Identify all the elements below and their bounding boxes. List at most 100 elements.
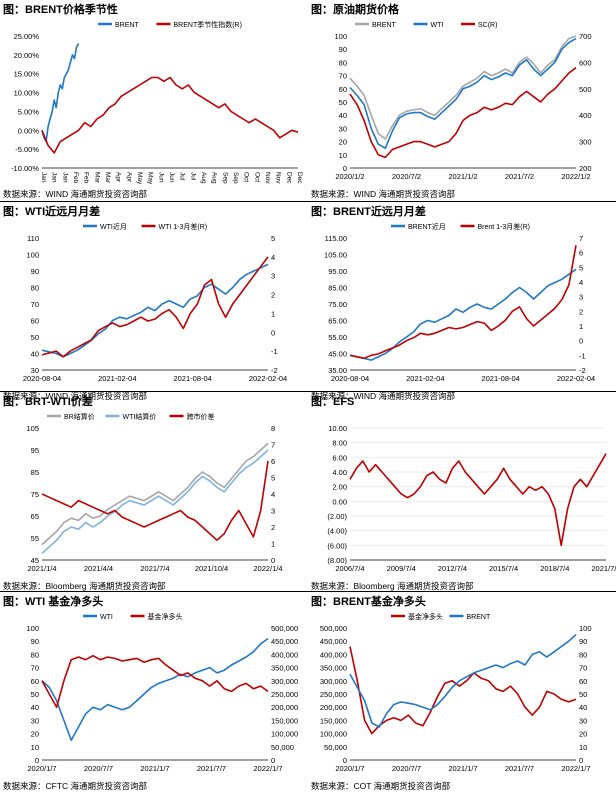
legend-entry: WTI bbox=[100, 614, 113, 621]
y-right-tick-label: 5 bbox=[271, 234, 275, 243]
y-tick-label: 45.00 bbox=[328, 350, 347, 359]
y-tick-label: 30 bbox=[31, 716, 39, 725]
y-right-tick-label: 350,000 bbox=[271, 664, 298, 673]
y-tick-label: -5.00% bbox=[15, 145, 39, 154]
x-tick-label: Jan bbox=[40, 172, 47, 183]
y-right-tick-label: 600 bbox=[579, 58, 592, 67]
y-right-tick-label: 0 bbox=[579, 337, 583, 346]
chart-source: 数据来源：Bloomberg 海通期货投资咨询部 bbox=[311, 581, 474, 591]
x-tick-label: 2021-08-04 bbox=[481, 374, 519, 383]
y-tick-label: 200,000 bbox=[320, 703, 347, 712]
legend-entry: BRENT bbox=[372, 22, 396, 29]
y-right-tick-label: 5 bbox=[271, 474, 275, 483]
legend-entry: 跨市价差 bbox=[187, 412, 215, 421]
x-tick-label: 2020/1/7 bbox=[335, 764, 364, 773]
y-tick-label: 450,000 bbox=[320, 637, 347, 646]
y-right-tick-label: 40 bbox=[579, 703, 587, 712]
y-tick-label: 40 bbox=[31, 350, 39, 359]
series-line bbox=[349, 67, 577, 159]
series-line bbox=[41, 263, 269, 358]
x-tick-label: Oct bbox=[243, 172, 250, 182]
y-right-tick-label: 700 bbox=[579, 32, 592, 41]
y-right-tick-label: 400 bbox=[579, 111, 592, 120]
legend-entry: 基金净多头 bbox=[148, 612, 183, 621]
y-tick-label: 100 bbox=[334, 32, 347, 41]
y-tick-label: 0.00% bbox=[18, 126, 40, 135]
y-tick-label: 80 bbox=[31, 284, 39, 293]
series-line bbox=[41, 449, 269, 554]
x-tick-label: 2021/7/2 bbox=[505, 172, 534, 181]
y-right-tick-label: 6 bbox=[271, 457, 275, 466]
legend-entry: Brent 1-3月差(R) bbox=[478, 222, 531, 231]
y-tick-label: 40 bbox=[31, 703, 39, 712]
x-tick-label: 2020-08-04 bbox=[23, 374, 61, 383]
series-line bbox=[349, 37, 577, 149]
chart-plot: BRENT WTI SC(R)100908070605040302010070060… bbox=[334, 22, 592, 181]
y-right-tick-label: -1 bbox=[579, 351, 586, 360]
y-right-tick-label: 80 bbox=[579, 650, 587, 659]
chart-plot: BRENT BRENT季节性指数(R) 25.00% 20.00% 15.00% 10.0… bbox=[11, 20, 303, 184]
chart-source: 数据来源：WIND 海通期货投资咨询部 bbox=[3, 391, 148, 401]
y-right-tick-label: -2 bbox=[271, 366, 278, 375]
series-line bbox=[41, 654, 269, 708]
x-tick-label: 2018/7/4 bbox=[540, 564, 569, 573]
x-tick-label: 2021-08-04 bbox=[173, 374, 211, 383]
y-tick-label: 60 bbox=[31, 677, 39, 686]
chart-title: 图：WTI近远月月差 bbox=[3, 206, 101, 218]
y-tick-label: (4.00) bbox=[327, 527, 347, 536]
x-tick-label: Apr bbox=[125, 172, 132, 183]
y-tick-label: 100,000 bbox=[320, 730, 347, 739]
x-tick-label: May bbox=[136, 172, 143, 184]
y-tick-label: 95.00 bbox=[328, 267, 347, 276]
x-tick-label: 2020/7/7 bbox=[84, 764, 113, 773]
x-tick-label: 2021/10/4 bbox=[195, 564, 228, 573]
chart-source: 数据来源：WIND 海通期货投资咨询部 bbox=[311, 189, 456, 199]
divider-line bbox=[0, 201, 616, 202]
y-right-tick-label: 8 bbox=[271, 424, 275, 433]
y-right-tick-label: 3 bbox=[271, 272, 275, 281]
chart-plot: WTI 基金净多头1009080706050403020100500,000450… bbox=[26, 612, 298, 773]
y-tick-label: 90 bbox=[31, 267, 39, 276]
x-tick-label: 2022-02-04 bbox=[557, 374, 595, 383]
y-tick-label: 30 bbox=[31, 366, 39, 375]
x-tick-label: 2022/1/2 bbox=[561, 172, 590, 181]
chart-title: 图：BRENT基金净多头 bbox=[311, 596, 426, 608]
y-tick-label: 95 bbox=[31, 446, 39, 455]
x-tick-label: 2021/1/2 bbox=[448, 172, 477, 181]
y-tick-label: 2.00 bbox=[332, 483, 347, 492]
series-line bbox=[41, 43, 80, 143]
y-tick-label: 50 bbox=[31, 333, 39, 342]
y-tick-label: 55.00 bbox=[328, 333, 347, 342]
y-tick-label: -10.00% bbox=[11, 164, 39, 173]
x-tick-label: Jun bbox=[157, 172, 164, 183]
chart-title: 图：WTI 基金净多头 bbox=[3, 596, 104, 608]
y-tick-label: 15.00% bbox=[14, 70, 40, 79]
legend-entry: SC(R) bbox=[478, 22, 497, 29]
chart-plot: 10.00 8.00 6.00 4.00 2.00 0.00 (2.00) (4.00) (6.… bbox=[327, 424, 616, 573]
y-right-tick-label: 0 bbox=[271, 556, 275, 565]
series-line bbox=[349, 453, 607, 547]
y-right-tick-label: 100 bbox=[579, 624, 592, 633]
x-tick-label: 2021-02-04 bbox=[98, 374, 136, 383]
x-tick-label: Mar bbox=[104, 172, 111, 184]
series-line bbox=[41, 442, 269, 546]
chart-source: 数据来源：COT 海通期货投资咨询部 bbox=[311, 781, 451, 791]
y-tick-label: 0 bbox=[343, 164, 347, 173]
x-tick-label: 2021/1/7 bbox=[448, 764, 477, 773]
y-right-tick-label: 2 bbox=[271, 291, 275, 300]
y-right-tick-label: 500,000 bbox=[271, 624, 298, 633]
y-right-tick-label: 0 bbox=[579, 756, 583, 765]
y-tick-label: 75.00 bbox=[328, 300, 347, 309]
x-tick-label: 2021/4/4 bbox=[84, 564, 113, 573]
chart-panel-1: 图：原油期货价格 BRENT WTI SC(R) 100 90 80 70 60 50 40 30 2… bbox=[308, 0, 616, 202]
chart-plot: BR结算价 WTI结算价 跨市价差1059585756555458765432102… bbox=[26, 412, 282, 573]
y-right-tick-label: 50,000 bbox=[271, 743, 294, 752]
chart-title: 图：BRT-WTI价差 bbox=[3, 396, 93, 408]
y-tick-label: 70 bbox=[31, 300, 39, 309]
series-line bbox=[41, 256, 269, 358]
y-tick-label: 105.00 bbox=[324, 251, 347, 260]
chart-panel-2: 图：WTI近远月月差 WTI近月 WTI 1-3月差(R) 110 100 90 80 70… bbox=[0, 202, 308, 404]
x-tick-label: 2022/1/7 bbox=[561, 764, 590, 773]
y-tick-label: 110 bbox=[27, 234, 39, 243]
y-tick-label: 250,000 bbox=[320, 690, 347, 699]
